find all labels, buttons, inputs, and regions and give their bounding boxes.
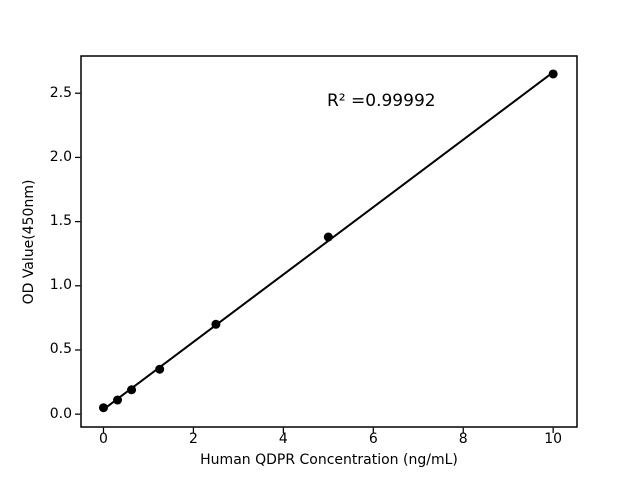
y-tick-label: 1.0	[49, 277, 72, 294]
data-point-marker	[548, 69, 558, 79]
y-tick-label: 1.5	[49, 213, 72, 230]
y-tick-label: 0.0	[49, 405, 72, 422]
x-axis-label: Human QDPR Concentration (ng/mL)	[200, 452, 458, 468]
x-tick-label: 2	[188, 431, 198, 447]
plot-area: R² =0.99992	[75, 55, 578, 433]
y-tick-label: 2.5	[49, 84, 72, 101]
data-point-marker	[155, 364, 165, 374]
x-tick-label: 8	[458, 431, 468, 447]
data-point-marker	[98, 403, 108, 413]
r-squared-annotation: R² =0.99992	[327, 91, 436, 111]
data-point-marker	[127, 385, 137, 395]
chart-canvas	[75, 55, 578, 433]
y-tick-label: 2.0	[49, 148, 72, 165]
x-tick-label: 10	[544, 431, 563, 447]
x-tick-label: 6	[368, 431, 378, 447]
data-point-marker	[323, 232, 333, 242]
y-tick-label: 0.5	[49, 341, 72, 358]
axes-spines	[80, 55, 578, 428]
data-point-marker	[211, 319, 221, 329]
x-tick-label: 0	[99, 431, 108, 447]
x-tick-label: 4	[278, 431, 288, 447]
data-point-marker	[113, 395, 123, 405]
